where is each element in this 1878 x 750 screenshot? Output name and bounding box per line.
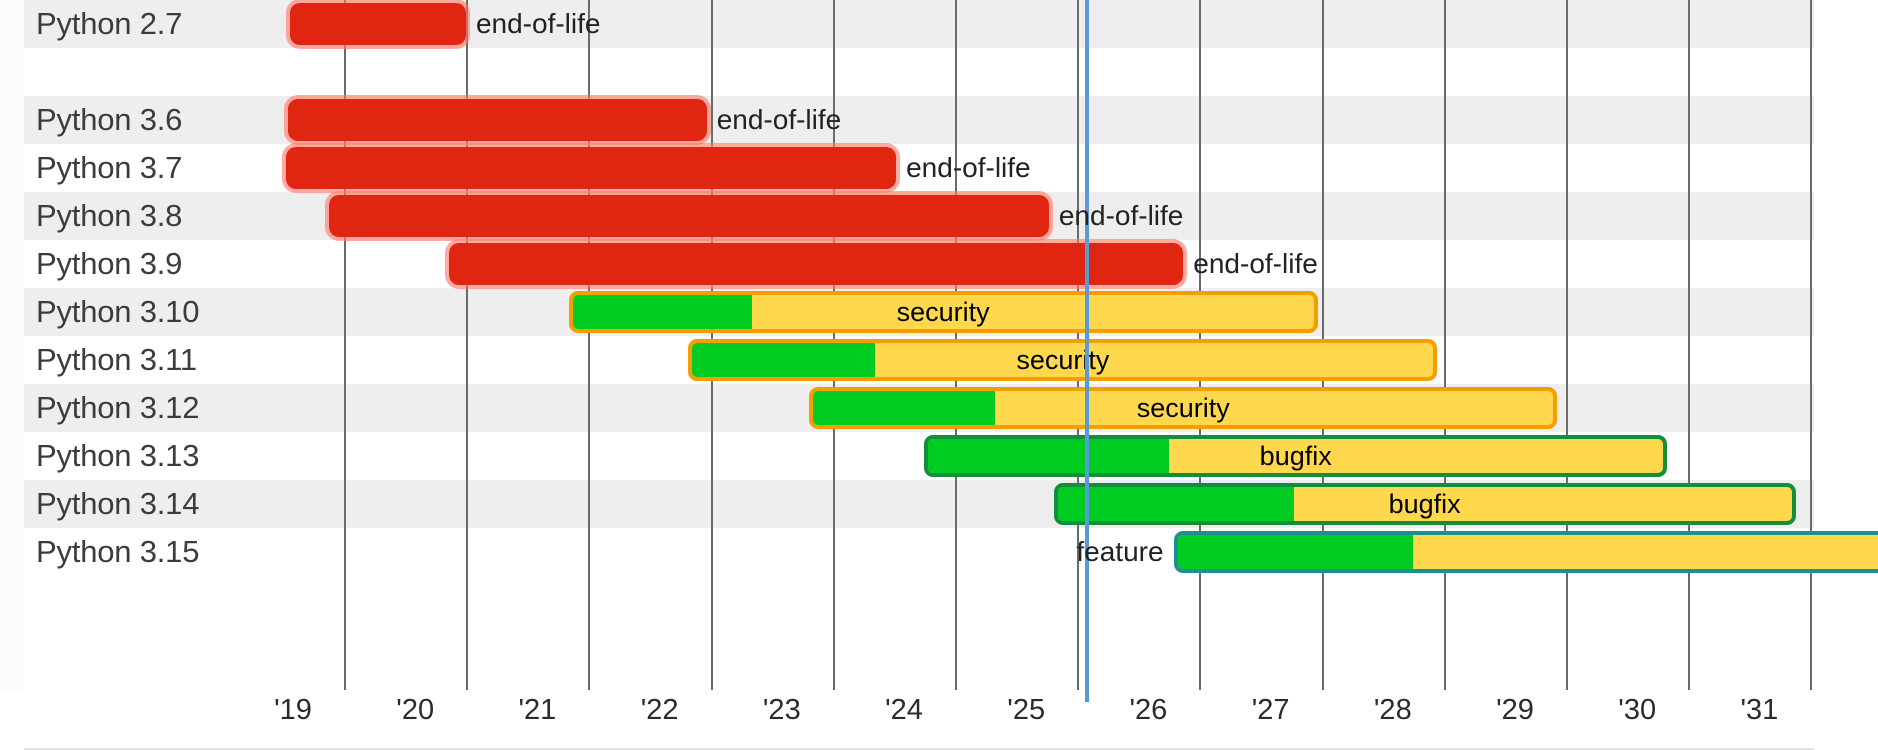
bar-outside-label: end-of-life (716, 104, 842, 135)
bar-python-3-15[interactable] (1173, 531, 1878, 573)
axis-tick-2020: '20 (396, 694, 435, 726)
row-label-python-3-6: Python 3.6 (36, 102, 183, 137)
bar-python-3-13[interactable]: bugfix (924, 435, 1668, 477)
today-marker-line (1084, 0, 1089, 702)
row-label-python-3-11: Python 3.11 (36, 342, 197, 377)
bar-python-3-10[interactable]: security (568, 291, 1318, 333)
bar-python-3-9[interactable] (448, 243, 1184, 285)
row-label-python-3-10: Python 3.10 (36, 294, 200, 329)
left-gutter (0, 0, 24, 750)
axis-tick-2029: '29 (1496, 694, 1534, 726)
bugfix-segment (1177, 535, 1414, 569)
x-axis: '19 '20 '21 '22 '23 '24 '25 '26 '27 '28 '29 '30 '31 (0, 690, 1878, 750)
gridline-2031 (1810, 0, 1813, 690)
bar-outside-label: feature (1076, 536, 1164, 567)
bugfix-segment (572, 295, 752, 329)
axis-tick-2024: '24 (885, 694, 923, 726)
axis-tick-2023: '23 (762, 694, 801, 726)
axis-tick-2027: '27 (1251, 694, 1290, 726)
gridline-2020 (466, 0, 469, 690)
axis-tick-2031: '31 (1740, 694, 1779, 726)
bar-outside-label: end-of-life (906, 152, 1031, 183)
row-label-python-3-9: Python 3.9 (36, 246, 183, 281)
row-label-python-3-12: Python 3.12 (36, 390, 200, 425)
gridline-2029 (1566, 0, 1568, 690)
row-label-python-3-15: Python 3.15 (36, 534, 200, 569)
bugfix-segment (1057, 487, 1295, 521)
axis-tick-2026: '26 (1129, 694, 1168, 726)
axis-tick-2019: '19 (274, 694, 312, 726)
axis-tick-2021: '21 (518, 694, 557, 726)
axis-bottom-rule (24, 748, 1814, 750)
row-label-python-3-14: Python 3.14 (36, 486, 200, 521)
bar-python-3-7[interactable] (286, 147, 897, 189)
bar-python-3-8[interactable] (329, 195, 1049, 237)
axis-tick-2022: '22 (640, 694, 679, 726)
row-label-python-3-8: Python 3.8 (36, 198, 183, 233)
gridline-2019 (344, 0, 346, 690)
bar-python-3-6[interactable] (287, 99, 707, 141)
axis-tick-2025: '25 (1007, 694, 1046, 726)
bar-python-3-11[interactable]: security (688, 339, 1438, 381)
axis-tick-2030: '30 (1618, 694, 1657, 726)
bugfix-segment (928, 439, 1169, 473)
gridline-2028 (1443, 0, 1446, 690)
bugfix-segment (692, 343, 876, 377)
row-label-python-2-7: Python 2.7 (36, 6, 183, 41)
bar-python-2-7[interactable] (290, 3, 466, 45)
bar-outside-label: end-of-life (475, 8, 601, 39)
axis-tick-2028: '28 (1373, 694, 1412, 726)
bar-outside-label: end-of-life (1058, 200, 1184, 231)
row-band (24, 48, 1814, 96)
plot-area: Python 2.7 Python 3.6 Python 3.7 Python 3.8… (24, 0, 1878, 702)
gridline-2021 (588, 0, 591, 690)
bar-outside-label: end-of-life (1193, 248, 1318, 279)
gridline-2030 (1688, 0, 1691, 690)
bar-python-3-12[interactable]: security (809, 387, 1558, 429)
bar-python-3-14[interactable]: bugfix (1053, 483, 1796, 525)
row-label-python-3-7: Python 3.7 (36, 150, 183, 185)
bugfix-segment (813, 391, 996, 425)
row-label-python-3-13: Python 3.13 (36, 438, 200, 473)
